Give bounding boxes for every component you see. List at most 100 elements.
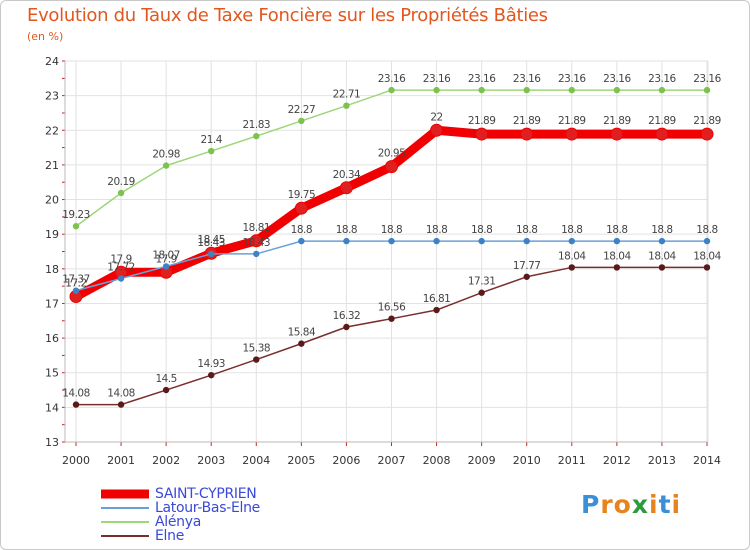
data-label-saint-cyprien: 17.9: [155, 253, 176, 265]
data-point-latour-bas-elne: [208, 250, 215, 258]
data-point-elne: [388, 315, 395, 322]
data-point-elne: [478, 289, 485, 296]
data-point-latour-bas-elne: [162, 263, 170, 270]
data-point-saint-cyprien: [294, 201, 308, 215]
chart-subtitle: (en %): [27, 30, 64, 43]
y-tick-label: 20: [45, 194, 59, 207]
x-tick-label: 2000: [62, 454, 90, 467]
data-label-alenya: 23.16: [468, 73, 496, 85]
plot-area: [65, 61, 708, 442]
logo-letter: i: [671, 490, 682, 519]
data-label-elne: 18.04: [558, 250, 586, 262]
x-tick-label: 2006: [332, 454, 360, 467]
data-label-alenya: 23.16: [558, 73, 586, 85]
y-tick-label: 22: [45, 124, 59, 137]
data-point-saint-cyprien: [610, 127, 624, 141]
legend-label: Latour-Bas-Elne: [155, 500, 260, 516]
data-label-alenya: 23.16: [603, 73, 631, 85]
data-label-latour-bas-elne: 18.8: [651, 224, 672, 236]
data-point-saint-cyprien: [339, 181, 353, 195]
data-point-elne: [568, 264, 575, 271]
legend-label: Elne: [155, 528, 185, 544]
proxiti-logo: Proxiti: [581, 490, 681, 519]
data-point-elne: [72, 401, 80, 408]
data-label-saint-cyprien: 20.34: [333, 169, 361, 181]
data-label-alenya: 23.16: [378, 73, 406, 85]
x-tick-label: 2002: [152, 454, 180, 467]
data-label-alenya: 21.83: [243, 119, 271, 131]
data-point-elne: [298, 340, 305, 347]
data-point-elne: [117, 401, 125, 408]
x-tick-label: 2010: [513, 454, 541, 467]
y-tick-label: 18: [45, 263, 59, 276]
logo-letter: t: [658, 490, 672, 519]
legend-swatch-elne: [101, 535, 149, 537]
legend-label: SAINT-CYPRIEN: [155, 486, 257, 502]
x-tick-label: 2003: [197, 454, 225, 467]
legend-swatch-latour-bas-elne: [101, 507, 149, 509]
data-point-elne: [523, 273, 530, 280]
data-label-alenya: 23.16: [648, 73, 676, 85]
data-label-latour-bas-elne: 18.8: [606, 224, 627, 236]
y-tick-label: 15: [45, 367, 59, 380]
data-label-elne: 17.77: [513, 260, 541, 272]
data-label-saint-cyprien: 18.81: [243, 222, 271, 234]
y-tick-label: 13: [45, 436, 59, 449]
data-point-saint-cyprien: [520, 127, 534, 141]
data-point-saint-cyprien: [385, 160, 398, 174]
y-tick-label: 17: [45, 297, 59, 310]
data-point-latour-bas-elne: [658, 237, 666, 245]
data-label-latour-bas-elne: 18.43: [243, 237, 271, 249]
data-point-alenya: [253, 132, 260, 140]
data-label-latour-bas-elne: 18.8: [381, 224, 402, 236]
legend-item-latour-bas-elne: Latour-Bas-Elne: [101, 500, 361, 516]
data-point-alenya: [208, 147, 215, 155]
data-label-elne: 14.93: [197, 358, 225, 370]
data-point-alenya: [658, 86, 666, 94]
data-label-saint-cyprien: 21.89: [693, 115, 721, 127]
data-label-elne: 18.04: [693, 250, 721, 262]
y-tick-label: 23: [45, 90, 59, 103]
data-point-alenya: [613, 86, 621, 94]
data-point-alenya: [343, 102, 350, 109]
data-point-alenya: [298, 117, 305, 125]
data-label-saint-cyprien: 21.89: [468, 115, 496, 127]
data-point-latour-bas-elne: [343, 237, 350, 245]
data-point-saint-cyprien: [655, 127, 669, 141]
data-label-latour-bas-elne: 18.8: [336, 224, 357, 236]
data-label-alenya: 23.16: [693, 73, 721, 85]
chart-legend: SAINT-CYPRIEN Latour-Bas-Elne Alénya Eln…: [101, 486, 361, 544]
chart-title: Evolution du Taux de Taxe Foncière sur l…: [27, 5, 548, 26]
data-point-saint-cyprien: [565, 127, 579, 141]
data-point-latour-bas-elne: [703, 237, 711, 245]
data-label-alenya: 23.16: [513, 73, 541, 85]
data-label-elne: 18.04: [648, 250, 676, 262]
x-tick-label: 2005: [287, 454, 315, 467]
data-label-latour-bas-elne: 18.8: [561, 224, 582, 236]
data-label-elne: 14.5: [155, 373, 176, 385]
x-tick-label: 2014: [693, 454, 721, 467]
data-point-alenya: [568, 86, 575, 94]
data-point-alenya: [388, 86, 395, 94]
data-point-alenya: [117, 189, 125, 197]
legend-item-alenya: Alénya: [101, 514, 361, 530]
y-tick-label: 16: [45, 332, 59, 345]
data-label-elne: 15.84: [288, 327, 316, 339]
data-point-latour-bas-elne: [388, 237, 395, 245]
data-label-latour-bas-elne: 18.8: [426, 224, 447, 236]
data-label-alenya: 20.19: [107, 176, 135, 188]
data-label-elne: 18.04: [603, 250, 631, 262]
data-label-elne: 17.31: [468, 276, 496, 288]
data-point-latour-bas-elne: [613, 237, 621, 245]
data-point-latour-bas-elne: [117, 275, 125, 282]
data-label-elne: 15.38: [243, 343, 271, 355]
data-point-latour-bas-elne: [433, 237, 440, 245]
data-point-alenya: [433, 86, 440, 94]
data-label-alenya: 20.98: [152, 149, 180, 161]
data-label-latour-bas-elne: 17.72: [107, 262, 135, 274]
data-point-latour-bas-elne: [298, 237, 305, 245]
x-tick-label: 2012: [603, 454, 631, 467]
logo-letter: r: [600, 490, 614, 519]
